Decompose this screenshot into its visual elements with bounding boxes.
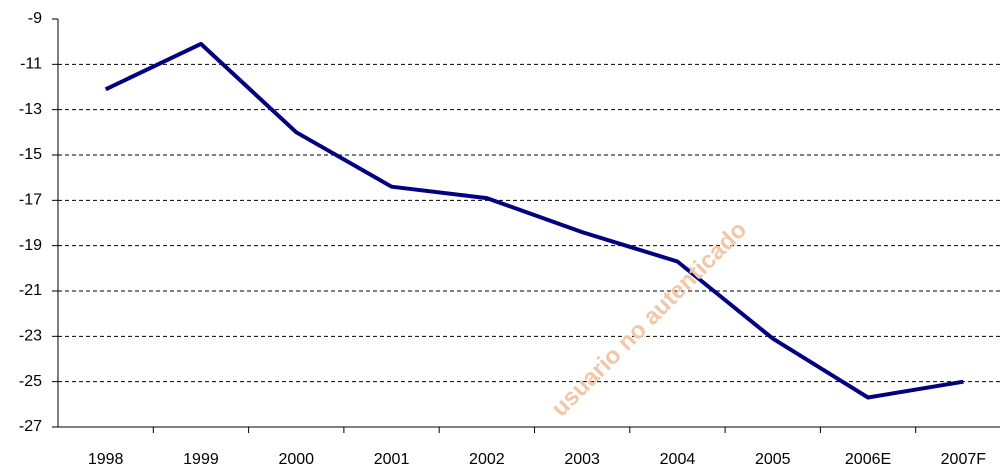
- x-tick-label: 2007F: [941, 451, 987, 466]
- watermark: usuario no autenticado: [546, 216, 752, 422]
- x-tick-label: 2004: [660, 451, 696, 466]
- x-tick-label: 2005: [755, 451, 791, 466]
- x-tick-label: 2000: [278, 451, 314, 466]
- y-tick-label: -27: [19, 418, 42, 435]
- x-tick-label: 1998: [88, 451, 124, 466]
- x-tick-label: 1999: [183, 451, 219, 466]
- y-tick-label: -11: [20, 56, 42, 73]
- y-tick-label: -15: [19, 146, 42, 163]
- y-tick-label: -23: [19, 328, 42, 345]
- y-tick-label: -21: [19, 282, 42, 299]
- y-tick-label: -13: [19, 101, 42, 118]
- x-tick-label: 2001: [374, 451, 410, 466]
- line-series: [104, 41, 964, 400]
- y-tick-label: -17: [19, 192, 42, 209]
- x-tick-label: 2006E: [845, 451, 891, 466]
- y-tick-label: -9: [28, 10, 42, 27]
- x-tick-label: 2002: [469, 451, 505, 466]
- y-tick-label: -25: [19, 373, 42, 390]
- y-tick-label: -19: [19, 237, 42, 254]
- x-tick-label: 2003: [564, 451, 600, 466]
